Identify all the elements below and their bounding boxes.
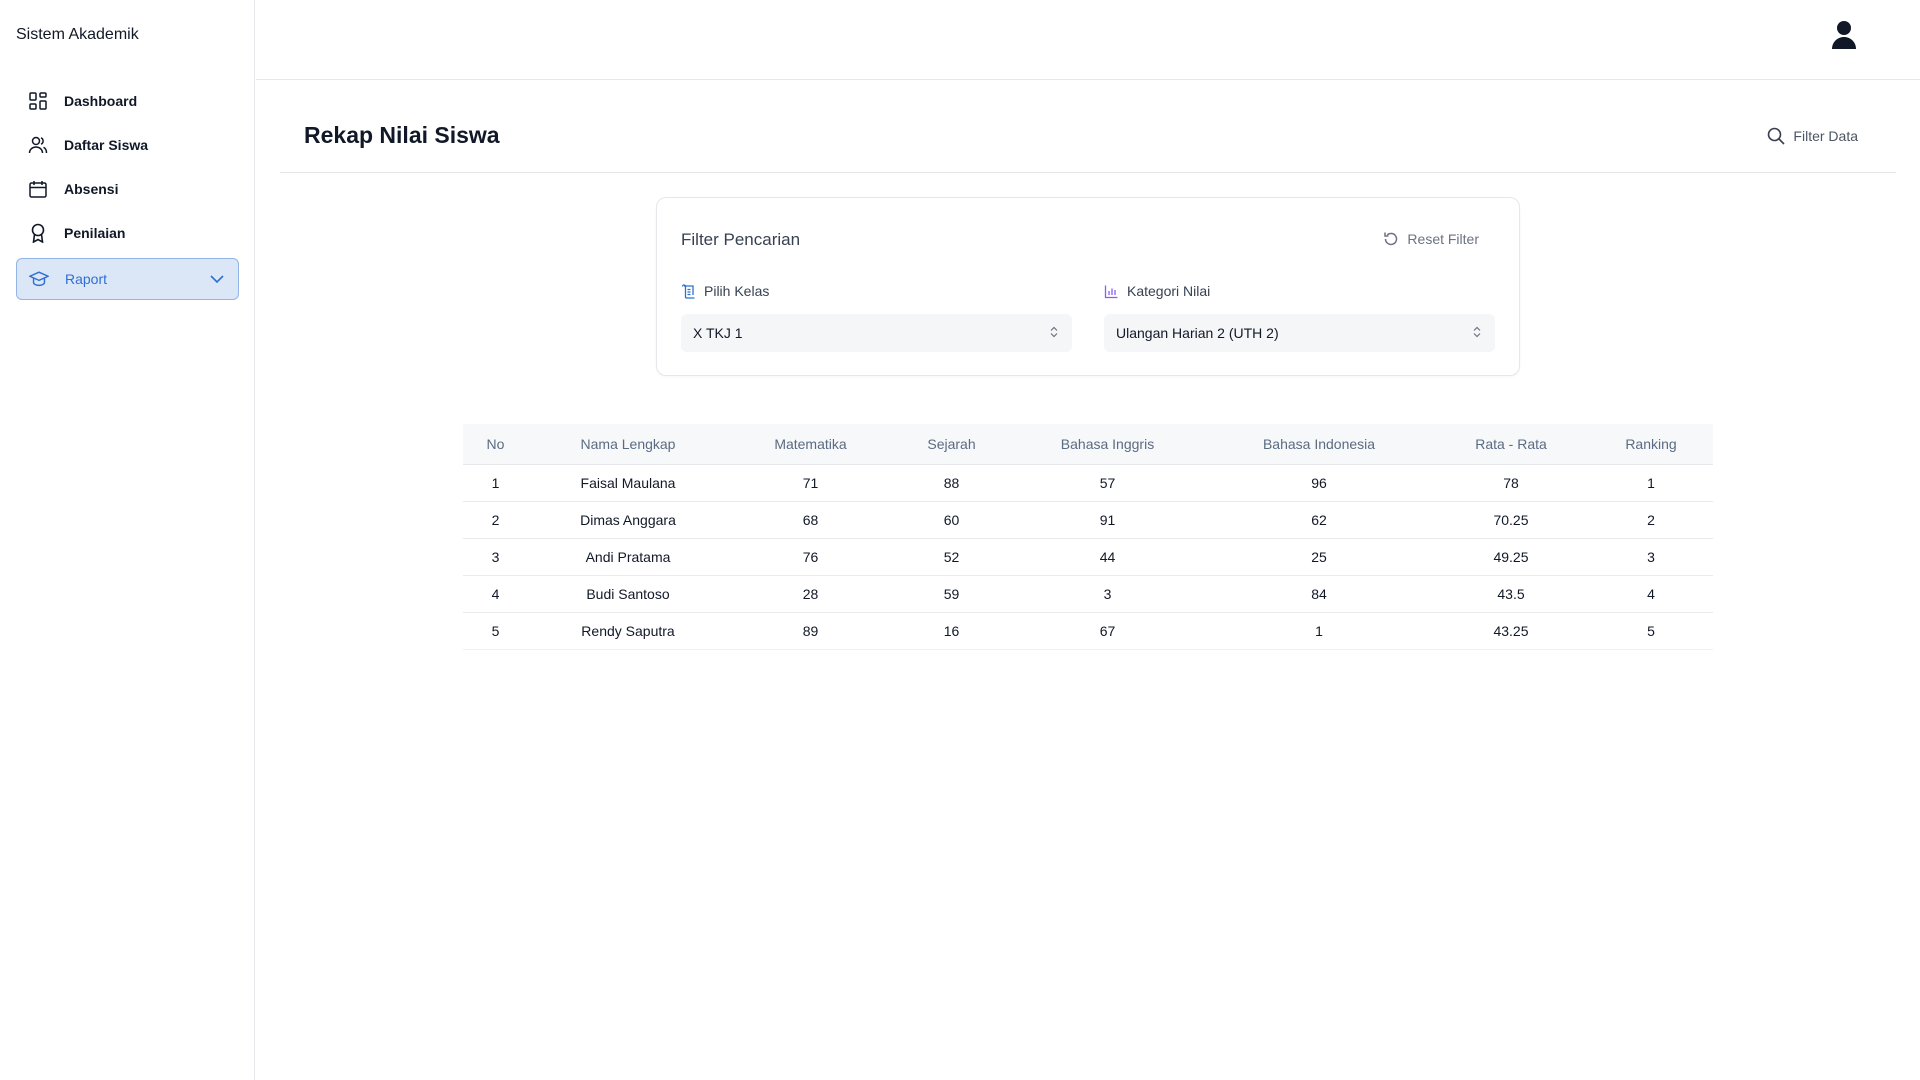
table-cell: 4 — [1589, 575, 1713, 613]
table-cell: 28 — [728, 575, 893, 613]
filter-data-button[interactable]: Filter Data — [1767, 127, 1858, 145]
sidebar-item-daftar-siswa[interactable]: Daftar Siswa — [16, 124, 239, 166]
table-cell: 5 — [1589, 612, 1713, 650]
table-cell: 4 — [463, 575, 528, 613]
filter-card: Filter Pencarian Reset Filter Pilih Kela… — [656, 197, 1520, 376]
page-title: Rekap Nilai Siswa — [304, 122, 500, 148]
table-cell: 84 — [1205, 575, 1433, 613]
column-header-sejarah[interactable]: Sejarah — [893, 424, 1010, 465]
table-cell: 3 — [1589, 538, 1713, 576]
table-row[interactable]: 3 Andi Pratama 76 52 44 25 49.25 3 — [463, 538, 1713, 576]
table-cell: 1 — [1205, 612, 1433, 650]
kategori-nilai-label: Kategori Nilai — [1104, 283, 1210, 299]
sidebar-item-label: Absensi — [64, 181, 119, 197]
table-cell: Budi Santoso — [528, 575, 728, 613]
reset-filter-label: Reset Filter — [1407, 231, 1479, 247]
sidebar-nav: Dashboard Daftar Siswa Absensi Penilaian… — [16, 80, 239, 302]
sidebar-item-dashboard[interactable]: Dashboard — [16, 80, 239, 122]
table-cell: 70.25 — [1433, 501, 1589, 539]
table-cell: Andi Pratama — [528, 538, 728, 576]
sidebar-item-penilaian[interactable]: Penilaian — [16, 212, 239, 254]
table-cell: 78 — [1433, 464, 1589, 502]
table-cell: 89 — [728, 612, 893, 650]
table-cell: 2 — [463, 501, 528, 539]
sidebar-item-label: Dashboard — [64, 93, 138, 109]
pilih-kelas-select[interactable]: X TKJ 1 — [681, 314, 1072, 352]
filter-data-label: Filter Data — [1793, 128, 1858, 144]
reset-filter-button[interactable]: Reset Filter — [1383, 231, 1479, 247]
table-cell: Faisal Maulana — [528, 464, 728, 502]
bar-chart-icon — [1104, 285, 1118, 298]
dashboard-icon — [28, 91, 48, 111]
sidebar-item-absensi[interactable]: Absensi — [16, 168, 239, 210]
pilih-kelas-value: X TKJ 1 — [693, 325, 743, 341]
sidebar: Sistem Akademik Dashboard Daftar Siswa A… — [0, 0, 255, 1080]
table-row[interactable]: 4 Budi Santoso 28 59 3 84 43.5 4 — [463, 575, 1713, 613]
kategori-nilai-select[interactable]: Ulangan Harian 2 (UTH 2) — [1104, 314, 1495, 352]
sidebar-item-label: Daftar Siswa — [64, 137, 149, 153]
table-cell: 96 — [1205, 464, 1433, 502]
calendar-icon — [28, 179, 48, 199]
table-cell: 52 — [893, 538, 1010, 576]
table-cell: 57 — [1010, 464, 1205, 502]
column-header-matematika[interactable]: Matematika — [728, 424, 893, 465]
scroll-icon — [681, 283, 695, 299]
sidebar-item-raport[interactable]: Raport — [16, 258, 239, 300]
table-row[interactable]: 1 Faisal Maulana 71 88 57 96 78 1 — [463, 464, 1713, 502]
search-icon — [1768, 127, 1785, 145]
user-icon[interactable] — [1830, 20, 1858, 50]
table-cell: 71 — [728, 464, 893, 502]
filter-card-title: Filter Pencarian — [681, 230, 801, 249]
table-row[interactable]: 2 Dimas Anggara 68 60 91 62 70.25 2 — [463, 501, 1713, 539]
table-cell: 43.5 — [1433, 575, 1589, 613]
column-header-bahasa-indonesia[interactable]: Bahasa Indonesia — [1205, 424, 1433, 465]
users-icon — [28, 135, 48, 155]
table-cell: 49.25 — [1433, 538, 1589, 576]
divider — [280, 172, 1896, 173]
table-cell: 1 — [463, 464, 528, 502]
table-cell: 67 — [1010, 612, 1205, 650]
top-bar — [256, 0, 1920, 80]
kategori-nilai-value: Ulangan Harian 2 (UTH 2) — [1116, 325, 1279, 341]
table-row[interactable]: 5 Rendy Saputra 89 16 67 1 43.25 5 — [463, 612, 1713, 650]
table-cell: 5 — [463, 612, 528, 650]
graduation-cap-icon — [29, 269, 49, 289]
award-icon — [28, 223, 48, 243]
table-cell: Dimas Anggara — [528, 501, 728, 539]
column-header-no[interactable]: No — [463, 424, 528, 465]
table-cell: 44 — [1010, 538, 1205, 576]
table-cell: 3 — [1010, 575, 1205, 613]
table-cell: 16 — [893, 612, 1010, 650]
grades-table: No Nama Lengkap Matematika Sejarah Bahas… — [463, 424, 1713, 650]
reset-icon — [1384, 232, 1398, 246]
chevron-updown-icon — [1473, 326, 1481, 338]
table-cell: 59 — [893, 575, 1010, 613]
table-cell: Rendy Saputra — [528, 612, 728, 650]
table-cell: 62 — [1205, 501, 1433, 539]
grades-table-container: No Nama Lengkap Matematika Sejarah Bahas… — [463, 424, 1713, 650]
chevron-updown-icon — [1050, 326, 1058, 338]
table-cell: 25 — [1205, 538, 1433, 576]
table-cell: 1 — [1589, 464, 1713, 502]
sidebar-item-label: Penilaian — [64, 225, 126, 241]
sidebar-item-label: Raport — [65, 271, 108, 287]
pilih-kelas-label: Pilih Kelas — [681, 283, 769, 299]
app-title: Sistem Akademik — [16, 26, 139, 43]
table-header-row: No Nama Lengkap Matematika Sejarah Bahas… — [463, 424, 1713, 465]
table-cell: 68 — [728, 501, 893, 539]
table-cell: 2 — [1589, 501, 1713, 539]
table-cell: 88 — [893, 464, 1010, 502]
column-header-bahasa-inggris[interactable]: Bahasa Inggris — [1010, 424, 1205, 465]
table-cell: 91 — [1010, 501, 1205, 539]
table-cell: 76 — [728, 538, 893, 576]
chevron-down-icon[interactable] — [210, 275, 224, 283]
column-header-rata-rata[interactable]: Rata - Rata — [1433, 424, 1589, 465]
column-header-ranking[interactable]: Ranking — [1589, 424, 1713, 465]
table-cell: 60 — [893, 501, 1010, 539]
table-cell: 43.25 — [1433, 612, 1589, 650]
column-header-nama[interactable]: Nama Lengkap — [528, 424, 728, 465]
table-cell: 3 — [463, 538, 528, 576]
